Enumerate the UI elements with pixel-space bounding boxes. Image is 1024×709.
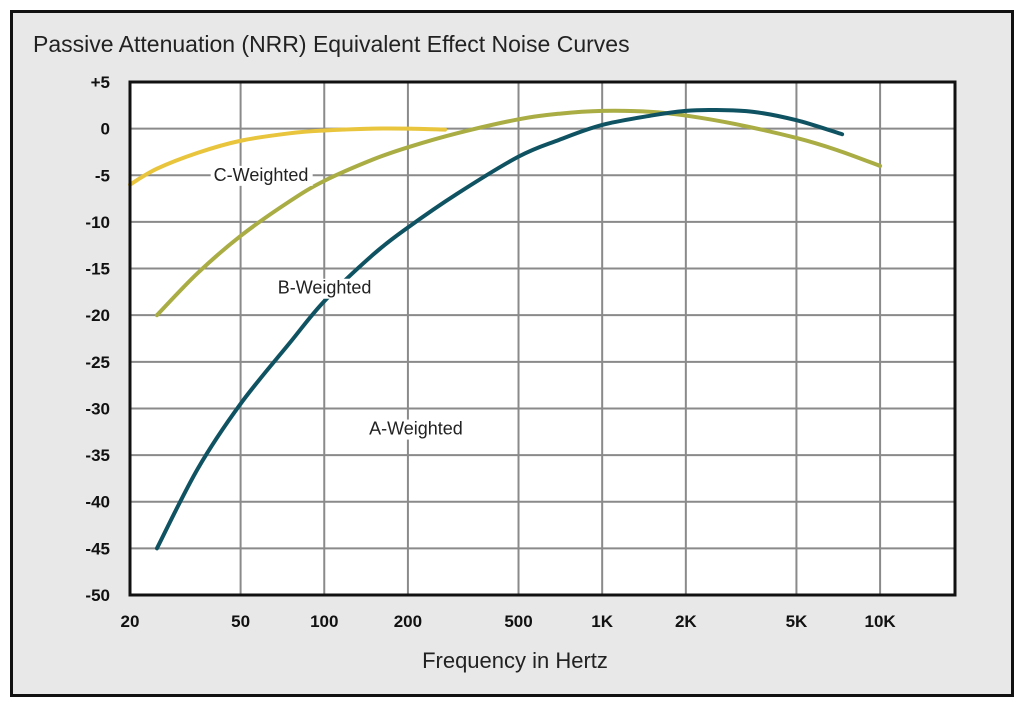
y-tick-label: +5 [91, 73, 110, 92]
x-axis-label: Frequency in Hertz [422, 648, 608, 673]
y-tick-label: -20 [85, 306, 110, 325]
y-tick-label: 0 [101, 120, 110, 139]
series-label: C-Weighted [214, 165, 309, 185]
series-label-bg [274, 278, 377, 299]
x-tick-label: 100 [310, 612, 338, 631]
y-tick-label: -45 [85, 539, 110, 558]
x-tick-label: 10K [865, 612, 897, 631]
series-line-a-weighted [154, 107, 845, 551]
y-tick-label: -40 [85, 493, 110, 512]
series-line-b-weighted [154, 108, 883, 318]
series-label: A-Weighted [369, 419, 463, 439]
series-line-c-weighted [128, 126, 448, 187]
series-label: B-Weighted [278, 278, 372, 298]
x-tick-label: 50 [231, 612, 250, 631]
x-tick-label: 20 [121, 612, 140, 631]
y-tick-label: -10 [85, 213, 110, 232]
x-tick-label: 5K [786, 612, 808, 631]
y-tick-label: -5 [95, 166, 110, 185]
y-tick-label: -30 [85, 399, 110, 418]
x-tick-label: 200 [394, 612, 422, 631]
plot-area [130, 82, 955, 595]
x-tick-label: 1K [591, 612, 613, 631]
x-tick-label: 500 [504, 612, 532, 631]
series-label-bg [210, 165, 313, 186]
chart-title: Passive Attenuation (NRR) Equivalent Eff… [33, 31, 630, 57]
x-tick-label: 2K [675, 612, 697, 631]
series-label-bg [366, 419, 469, 440]
y-tick-label: -50 [85, 586, 110, 605]
y-tick-label: -35 [85, 446, 110, 465]
y-tick-label: -15 [85, 260, 110, 279]
plot-border [128, 80, 957, 597]
y-tick-label: -25 [85, 353, 110, 372]
